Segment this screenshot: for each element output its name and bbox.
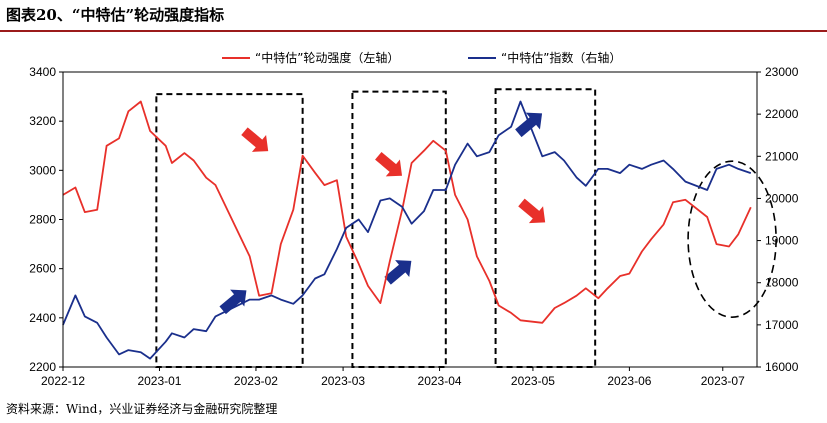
arrow-shape [515, 112, 543, 138]
arrow-shape [384, 260, 412, 285]
x-axis-tick-label: 2023-04 [418, 374, 462, 388]
right-axis-tick-label: 22000 [765, 107, 799, 121]
red-down-arrow-icon [375, 151, 403, 177]
right-axis-tick-label: 19000 [765, 234, 799, 248]
right-axis-tick-label: 21000 [765, 149, 799, 163]
dashed-highlight-box [155, 93, 304, 368]
right-axis-tick-label: 23000 [765, 65, 799, 79]
left-axis-tick-label: 3200 [29, 114, 56, 128]
left-axis-tick-label: 2800 [29, 213, 56, 227]
left-axis-tick-label: 2400 [29, 311, 56, 325]
x-axis-tick-label: 2023-07 [701, 374, 745, 388]
rotation-strength-line [62, 100, 752, 324]
left-axis-tick-label: 3000 [29, 163, 56, 177]
annotation-layer [155, 88, 777, 369]
series-layer [62, 100, 752, 360]
title-rule [0, 30, 827, 32]
right-axis-tick-label: 18000 [765, 276, 799, 290]
right-axis-tick-label: 16000 [765, 360, 799, 374]
rotation-strength-chart: 2200 2400 2600 2800 3000 3200 3400 16000 17000 18… [29, 50, 798, 388]
arrow-shape [375, 151, 403, 177]
dashed-highlight-box [494, 88, 597, 368]
blue-up-arrow-icon [384, 260, 412, 285]
x-axis-tick-label: 2023-06 [607, 374, 651, 388]
legend-label: “中特估”轮动强度（左轴） [255, 50, 399, 65]
arrow-shape [518, 198, 546, 224]
x-axis-tick-label: 2022-12 [41, 374, 85, 388]
figure-title: 图表20、“中特估”轮动强度指标 [6, 6, 225, 24]
blue-up-arrow-icon [219, 289, 247, 315]
right-axis-tick-label: 20000 [765, 191, 799, 205]
legend-label: “中特估”指数（右轴） [501, 50, 621, 65]
arrow-shape [219, 289, 247, 315]
left-axis-tick-label: 2600 [29, 262, 56, 276]
blue-up-arrow-icon [515, 112, 543, 138]
left-axis-tick-label: 2200 [29, 360, 56, 374]
chart-legend: “中特估”轮动强度（左轴） “中特估”指数（右轴） [222, 50, 621, 65]
red-down-arrow-icon [518, 198, 546, 224]
arrow-shape [241, 127, 269, 152]
x-axis-tick-label: 2023-02 [234, 374, 278, 388]
index-line [62, 100, 752, 360]
dashed-highlight-ellipse [687, 160, 777, 318]
x-axis-tick-label: 2023-01 [137, 374, 181, 388]
left-axis-tick-label: 3400 [29, 65, 56, 79]
x-axis-tick-label: 2023-05 [511, 374, 555, 388]
right-axis-tick-label: 17000 [765, 318, 799, 332]
x-axis-tick-label: 2023-03 [321, 374, 365, 388]
axes-layer: 2200 2400 2600 2800 3000 3200 3400 16000 17000 18… [29, 65, 798, 388]
source-note: 资料来源：Wind，兴业证券经济与金融研究院整理 [6, 402, 278, 416]
red-down-arrow-icon [241, 127, 269, 152]
